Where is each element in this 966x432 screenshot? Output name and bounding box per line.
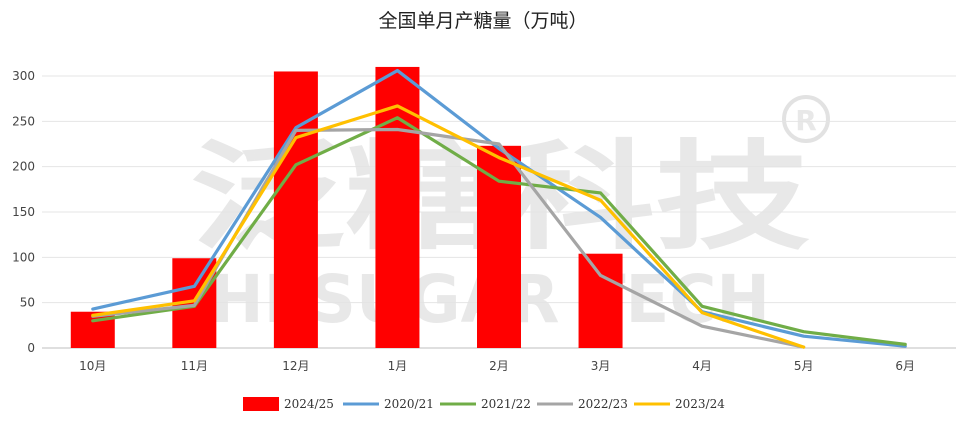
bar <box>477 145 521 348</box>
y-tick-label: 200 <box>12 160 35 174</box>
legend-label: 2022/23 <box>578 397 628 411</box>
y-tick-label: 250 <box>12 114 35 128</box>
x-tick-label: 2月 <box>489 359 509 373</box>
line-series <box>91 68 907 349</box>
bar <box>273 71 318 348</box>
legend: 2024/25 2020/21 2021/22 2022/23 2023/24 <box>243 397 725 411</box>
x-tick-label: 11月 <box>181 359 208 373</box>
y-axis: 0 50 100 150 200 250 300 <box>12 69 35 355</box>
x-tick-label: 6月 <box>895 359 915 373</box>
x-tick-label: 10月 <box>79 359 106 373</box>
y-tick-label: 0 <box>27 341 35 355</box>
x-tick-label: 12月 <box>282 359 309 373</box>
svg-text:R: R <box>795 104 817 137</box>
y-tick-label: 50 <box>20 296 35 310</box>
series-line <box>91 116 907 346</box>
chart-title: 全国单月产糖量（万吨） <box>378 10 587 32</box>
legend-label: 2021/22 <box>481 397 531 411</box>
x-tick-label: 1月 <box>388 359 408 373</box>
y-tick-label: 300 <box>12 69 35 83</box>
x-tick-label: 4月 <box>692 359 712 373</box>
bar <box>578 253 623 348</box>
y-tick-label: 100 <box>12 250 35 264</box>
legend-swatch <box>243 397 279 411</box>
registered-mark-icon: R <box>782 95 830 143</box>
series-line <box>91 68 907 348</box>
series-line <box>91 104 806 349</box>
legend-label: 2023/24 <box>675 397 725 411</box>
x-tick-label: 5月 <box>794 359 814 373</box>
x-tick-label: 3月 <box>591 359 611 373</box>
legend-label: 2020/21 <box>384 397 434 411</box>
x-axis: 10月 11月 12月 1月 2月 3月 4月 5月 6月 <box>79 359 915 373</box>
legend-label: 2024/25 <box>284 397 334 411</box>
bar-series <box>70 66 623 348</box>
y-tick-label: 150 <box>12 205 35 219</box>
